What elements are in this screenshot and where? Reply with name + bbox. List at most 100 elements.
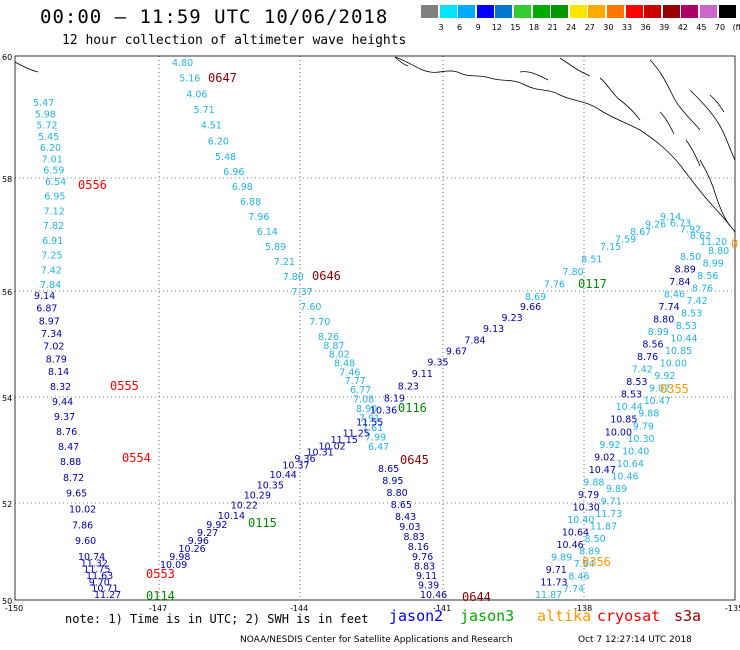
wave-height-value: 8.69 — [525, 292, 546, 303]
wave-height-value: 10.09 — [160, 560, 187, 571]
pass-time-label: 0647 — [208, 71, 237, 85]
wave-height-value: 9.26 — [645, 220, 666, 231]
wave-height-value: 8.50 — [585, 534, 606, 545]
wave-height-value: 8.53 — [681, 309, 702, 320]
legend-swatch — [718, 5, 736, 18]
wave-height-value: 8.51 — [581, 255, 602, 266]
map-subtitle: 12 hour collection of altimeter wave hei… — [62, 33, 407, 48]
wave-height-value: 8.88 — [60, 457, 81, 468]
legend-swatch — [532, 5, 550, 18]
wave-height-value: 7.91 — [359, 414, 380, 425]
legend-label: 9 — [475, 23, 481, 32]
wave-height-value: 7.42 — [41, 265, 62, 276]
pass-time-label: 0115 — [248, 516, 277, 530]
wave-height-value: 7.25 — [41, 251, 62, 262]
wave-height-value: 8.65 — [378, 464, 399, 475]
wave-height-value: 9.02 — [594, 452, 615, 463]
wave-height-value: 6.54 — [45, 177, 66, 188]
wave-height-value: 8.19 — [384, 393, 405, 404]
mission-jason2: jason2 — [389, 607, 444, 625]
wave-height-value: 6.20 — [208, 136, 229, 147]
wave-height-value: 8.76 — [56, 427, 77, 438]
wave-height-value: 8.80 — [708, 246, 729, 257]
wave-height-value: 7.12 — [44, 206, 65, 217]
wave-height-value: 8.62 — [690, 231, 711, 242]
wave-height-value: 8.56 — [642, 340, 663, 351]
pass-time-label: 0645 — [400, 453, 429, 467]
wave-height-value: 8.89 — [675, 265, 696, 276]
legend-label: 33 — [621, 23, 633, 32]
pass-time-label: 0 — [731, 237, 738, 251]
wave-height-value: 5.45 — [38, 132, 59, 143]
wave-height-value: 8.16 — [408, 542, 429, 553]
wave-height-value: 5.98 — [35, 109, 56, 120]
wave-height-value: 8.80 — [653, 315, 674, 326]
wave-height-value: 7.82 — [43, 221, 64, 232]
wave-height-value: 8.47 — [58, 442, 79, 453]
wave-height-value: 11.55 — [356, 417, 383, 428]
latitude-label: 58 — [2, 175, 12, 184]
wave-height-value: 7.84 — [40, 280, 61, 291]
wave-height-value: 7.99 — [365, 433, 386, 444]
legend-swatch — [439, 5, 457, 18]
wave-height-value: 7.42 — [687, 296, 708, 307]
wave-height-value: 8.99 — [648, 327, 669, 338]
wave-height-value: 5.72 — [36, 121, 57, 132]
legend-swatch — [644, 5, 662, 18]
legend-swatch — [607, 5, 624, 18]
pass-time-label: 0556 — [78, 178, 107, 192]
footer-credit: NOAA/NESDIS Center for Satellite Applica… — [240, 635, 513, 645]
pass-labels: 0647 0556 0646 0117 0555 0116 0554 0645 0115 0553… — [78, 71, 738, 604]
pass-time-label: 0555 — [110, 379, 139, 393]
wave-height-value: 9.23 — [502, 313, 523, 324]
wave-height-value: 5.48 — [215, 152, 236, 163]
wave-height-value: 9.11 — [416, 571, 437, 582]
wave-height-value: 8.53 — [621, 390, 642, 401]
pass-time-label: 0356 — [582, 555, 611, 569]
legend-label: 27 — [584, 23, 595, 32]
longitude-label: -150 — [5, 604, 23, 613]
wave-height-value: 10.14 — [218, 511, 245, 522]
longitude-label: -144 — [290, 604, 308, 613]
wave-height-value: 10.44 — [670, 334, 697, 345]
wave-height-value: 6.95 — [44, 192, 65, 203]
pass-time-label: 0553 — [146, 567, 175, 581]
pass-time-label: 0644 — [462, 590, 491, 604]
wave-height-value: 7.86 — [72, 520, 93, 531]
wave-height-value: 10.64 — [562, 527, 589, 538]
legend-swatch — [588, 5, 606, 18]
wave-height-value: 10.26 — [179, 544, 206, 555]
wave-height-value: 8.53 — [626, 377, 647, 388]
wave-height-value: 7.77 — [345, 376, 366, 387]
wave-height-value: 9.92 — [654, 371, 675, 382]
wave-height-value: 7.08 — [353, 395, 374, 406]
legend-label: 36 — [640, 23, 651, 32]
wave-height-value: 9.70 — [89, 577, 110, 588]
wave-height-value: 4.06 — [186, 89, 207, 100]
wave-height-value: 10.40 — [567, 515, 594, 526]
legend-swatch — [458, 5, 476, 18]
wave-height-value: 9.66 — [520, 302, 541, 313]
wave-height-value: 9.13 — [483, 324, 504, 335]
latitude-label: 56 — [2, 288, 12, 297]
wave-height-value: 9.39 — [418, 581, 439, 592]
wave-height-value: 9.71 — [601, 496, 622, 507]
wave-height-value: 6.87 — [36, 304, 57, 315]
wave-height-value: 8.50 — [680, 252, 701, 263]
wave-height-value: 10.30 — [573, 502, 600, 513]
footer-timestamp: Oct 7 12:27:14 UTC 2018 — [578, 635, 692, 645]
wave-height-value: 9.37 — [54, 412, 75, 423]
wave-height-value: 10.02 — [319, 441, 346, 452]
wave-height-value: 7.96 — [248, 212, 269, 223]
legend-label: 12 — [491, 23, 502, 32]
latitude-label: 52 — [2, 500, 12, 509]
legend-swatch — [495, 5, 513, 18]
wave-height-value: 6.14 — [257, 227, 278, 238]
wave-height-value: 8.14 — [48, 367, 69, 378]
latitude-label: 60 — [2, 53, 12, 62]
wave-height-value: 11.87 — [590, 521, 617, 532]
wave-height-value: 7.21 — [274, 257, 295, 268]
wave-height-value: 8.46 — [568, 572, 589, 583]
wave-height-value: 6.91 — [42, 236, 63, 247]
wave-height-value: 8.89 — [579, 546, 600, 557]
